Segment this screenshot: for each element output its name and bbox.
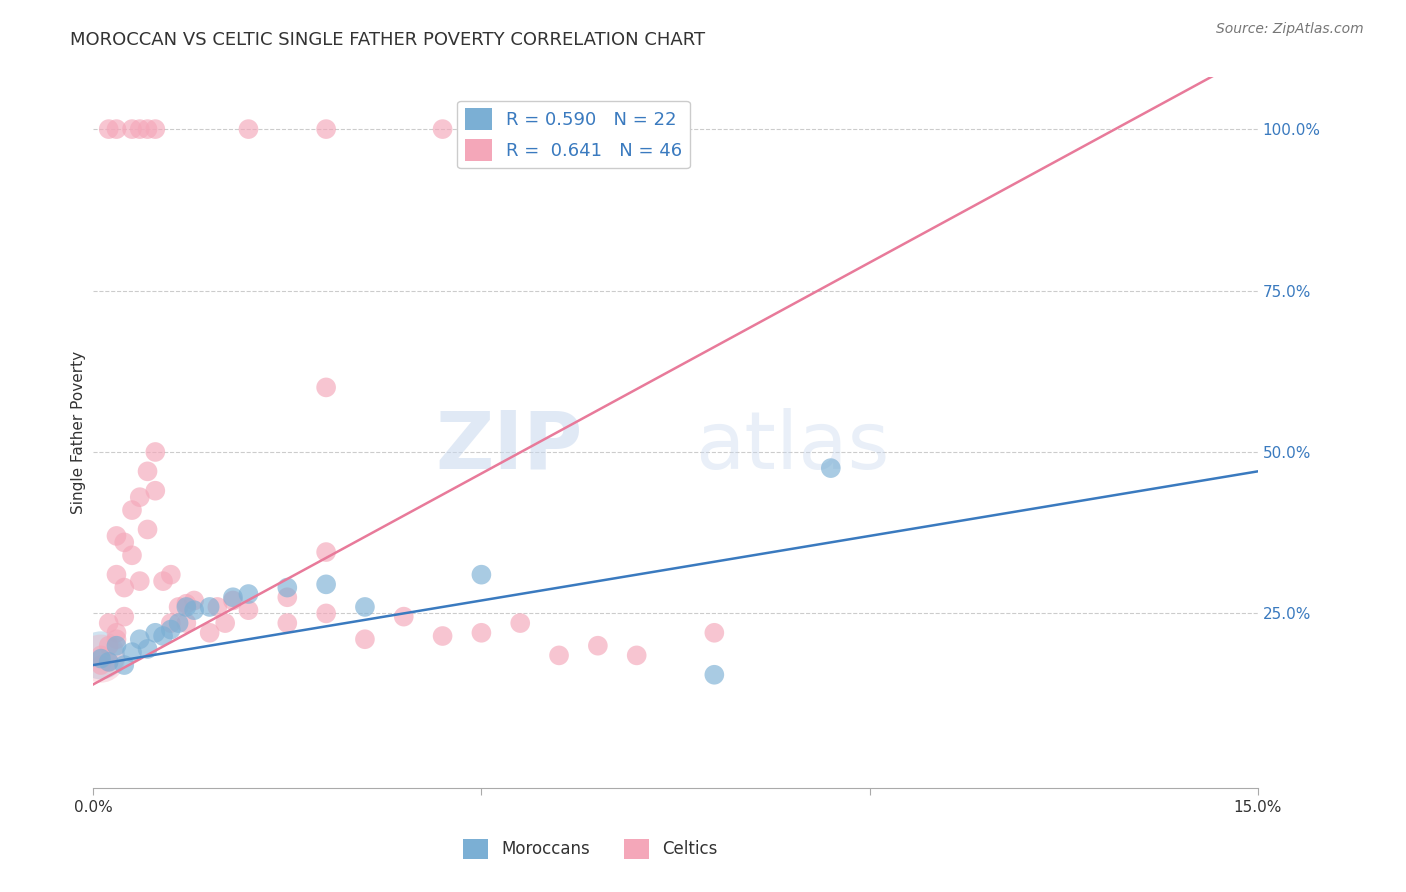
Point <box>315 607 337 621</box>
Text: ZIP: ZIP <box>434 408 582 486</box>
Point <box>136 523 159 537</box>
Point <box>105 122 128 136</box>
Text: atlas: atlas <box>695 408 889 486</box>
Point <box>315 122 337 136</box>
Point <box>90 651 112 665</box>
Point <box>112 658 135 673</box>
Point <box>586 639 609 653</box>
Y-axis label: Single Father Poverty: Single Father Poverty <box>72 351 86 514</box>
Point <box>143 122 166 136</box>
Point <box>703 667 725 681</box>
Point <box>159 616 181 631</box>
Point <box>222 593 245 607</box>
Point <box>143 625 166 640</box>
Point <box>276 591 298 605</box>
Point <box>128 490 150 504</box>
Point <box>159 623 181 637</box>
Point <box>97 655 120 669</box>
Point <box>548 648 571 663</box>
Point <box>470 567 492 582</box>
Point <box>222 591 245 605</box>
Point <box>143 483 166 498</box>
Point <box>121 503 143 517</box>
Point <box>128 574 150 588</box>
Point <box>315 380 337 394</box>
Point <box>136 122 159 136</box>
Point <box>136 641 159 656</box>
Point <box>105 529 128 543</box>
Point <box>112 581 135 595</box>
Point <box>238 603 260 617</box>
Point <box>105 567 128 582</box>
Point <box>152 629 174 643</box>
Point <box>105 639 128 653</box>
Point <box>90 658 112 673</box>
Point <box>626 648 648 663</box>
Point <box>198 625 221 640</box>
Point <box>121 122 143 136</box>
Point <box>97 639 120 653</box>
Point <box>354 632 377 647</box>
Point <box>176 616 198 631</box>
Point <box>820 461 842 475</box>
Legend: R = 0.590   N = 22, R =  0.641   N = 46: R = 0.590 N = 22, R = 0.641 N = 46 <box>457 101 689 169</box>
Point <box>354 599 377 614</box>
Point <box>97 616 120 631</box>
Point <box>238 587 260 601</box>
Point <box>276 581 298 595</box>
Legend: Moroccans, Celtics: Moroccans, Celtics <box>457 832 724 866</box>
Point <box>90 648 112 663</box>
Point <box>315 545 337 559</box>
Point <box>105 625 128 640</box>
Point <box>176 599 198 614</box>
Point <box>90 648 112 663</box>
Point <box>152 574 174 588</box>
Point <box>128 122 150 136</box>
Point <box>143 445 166 459</box>
Point <box>432 122 454 136</box>
Point <box>159 567 181 582</box>
Point <box>432 629 454 643</box>
Point <box>128 632 150 647</box>
Point <box>97 122 120 136</box>
Point <box>183 603 205 617</box>
Point <box>112 609 135 624</box>
Point <box>214 616 236 631</box>
Point <box>105 632 128 647</box>
Point <box>167 616 190 631</box>
Text: MOROCCAN VS CELTIC SINGLE FATHER POVERTY CORRELATION CHART: MOROCCAN VS CELTIC SINGLE FATHER POVERTY… <box>70 31 706 49</box>
Point <box>509 616 531 631</box>
Point <box>276 616 298 631</box>
Point <box>121 645 143 659</box>
Point <box>90 651 112 665</box>
Point <box>112 535 135 549</box>
Point <box>315 577 337 591</box>
Point <box>97 655 120 669</box>
Point <box>238 122 260 136</box>
Point <box>176 597 198 611</box>
Point <box>207 599 229 614</box>
Point <box>392 609 415 624</box>
Point <box>198 599 221 614</box>
Point <box>470 625 492 640</box>
Point <box>183 593 205 607</box>
Point <box>121 549 143 563</box>
Point <box>167 599 190 614</box>
Point <box>703 625 725 640</box>
Text: Source: ZipAtlas.com: Source: ZipAtlas.com <box>1216 22 1364 37</box>
Point <box>136 464 159 478</box>
